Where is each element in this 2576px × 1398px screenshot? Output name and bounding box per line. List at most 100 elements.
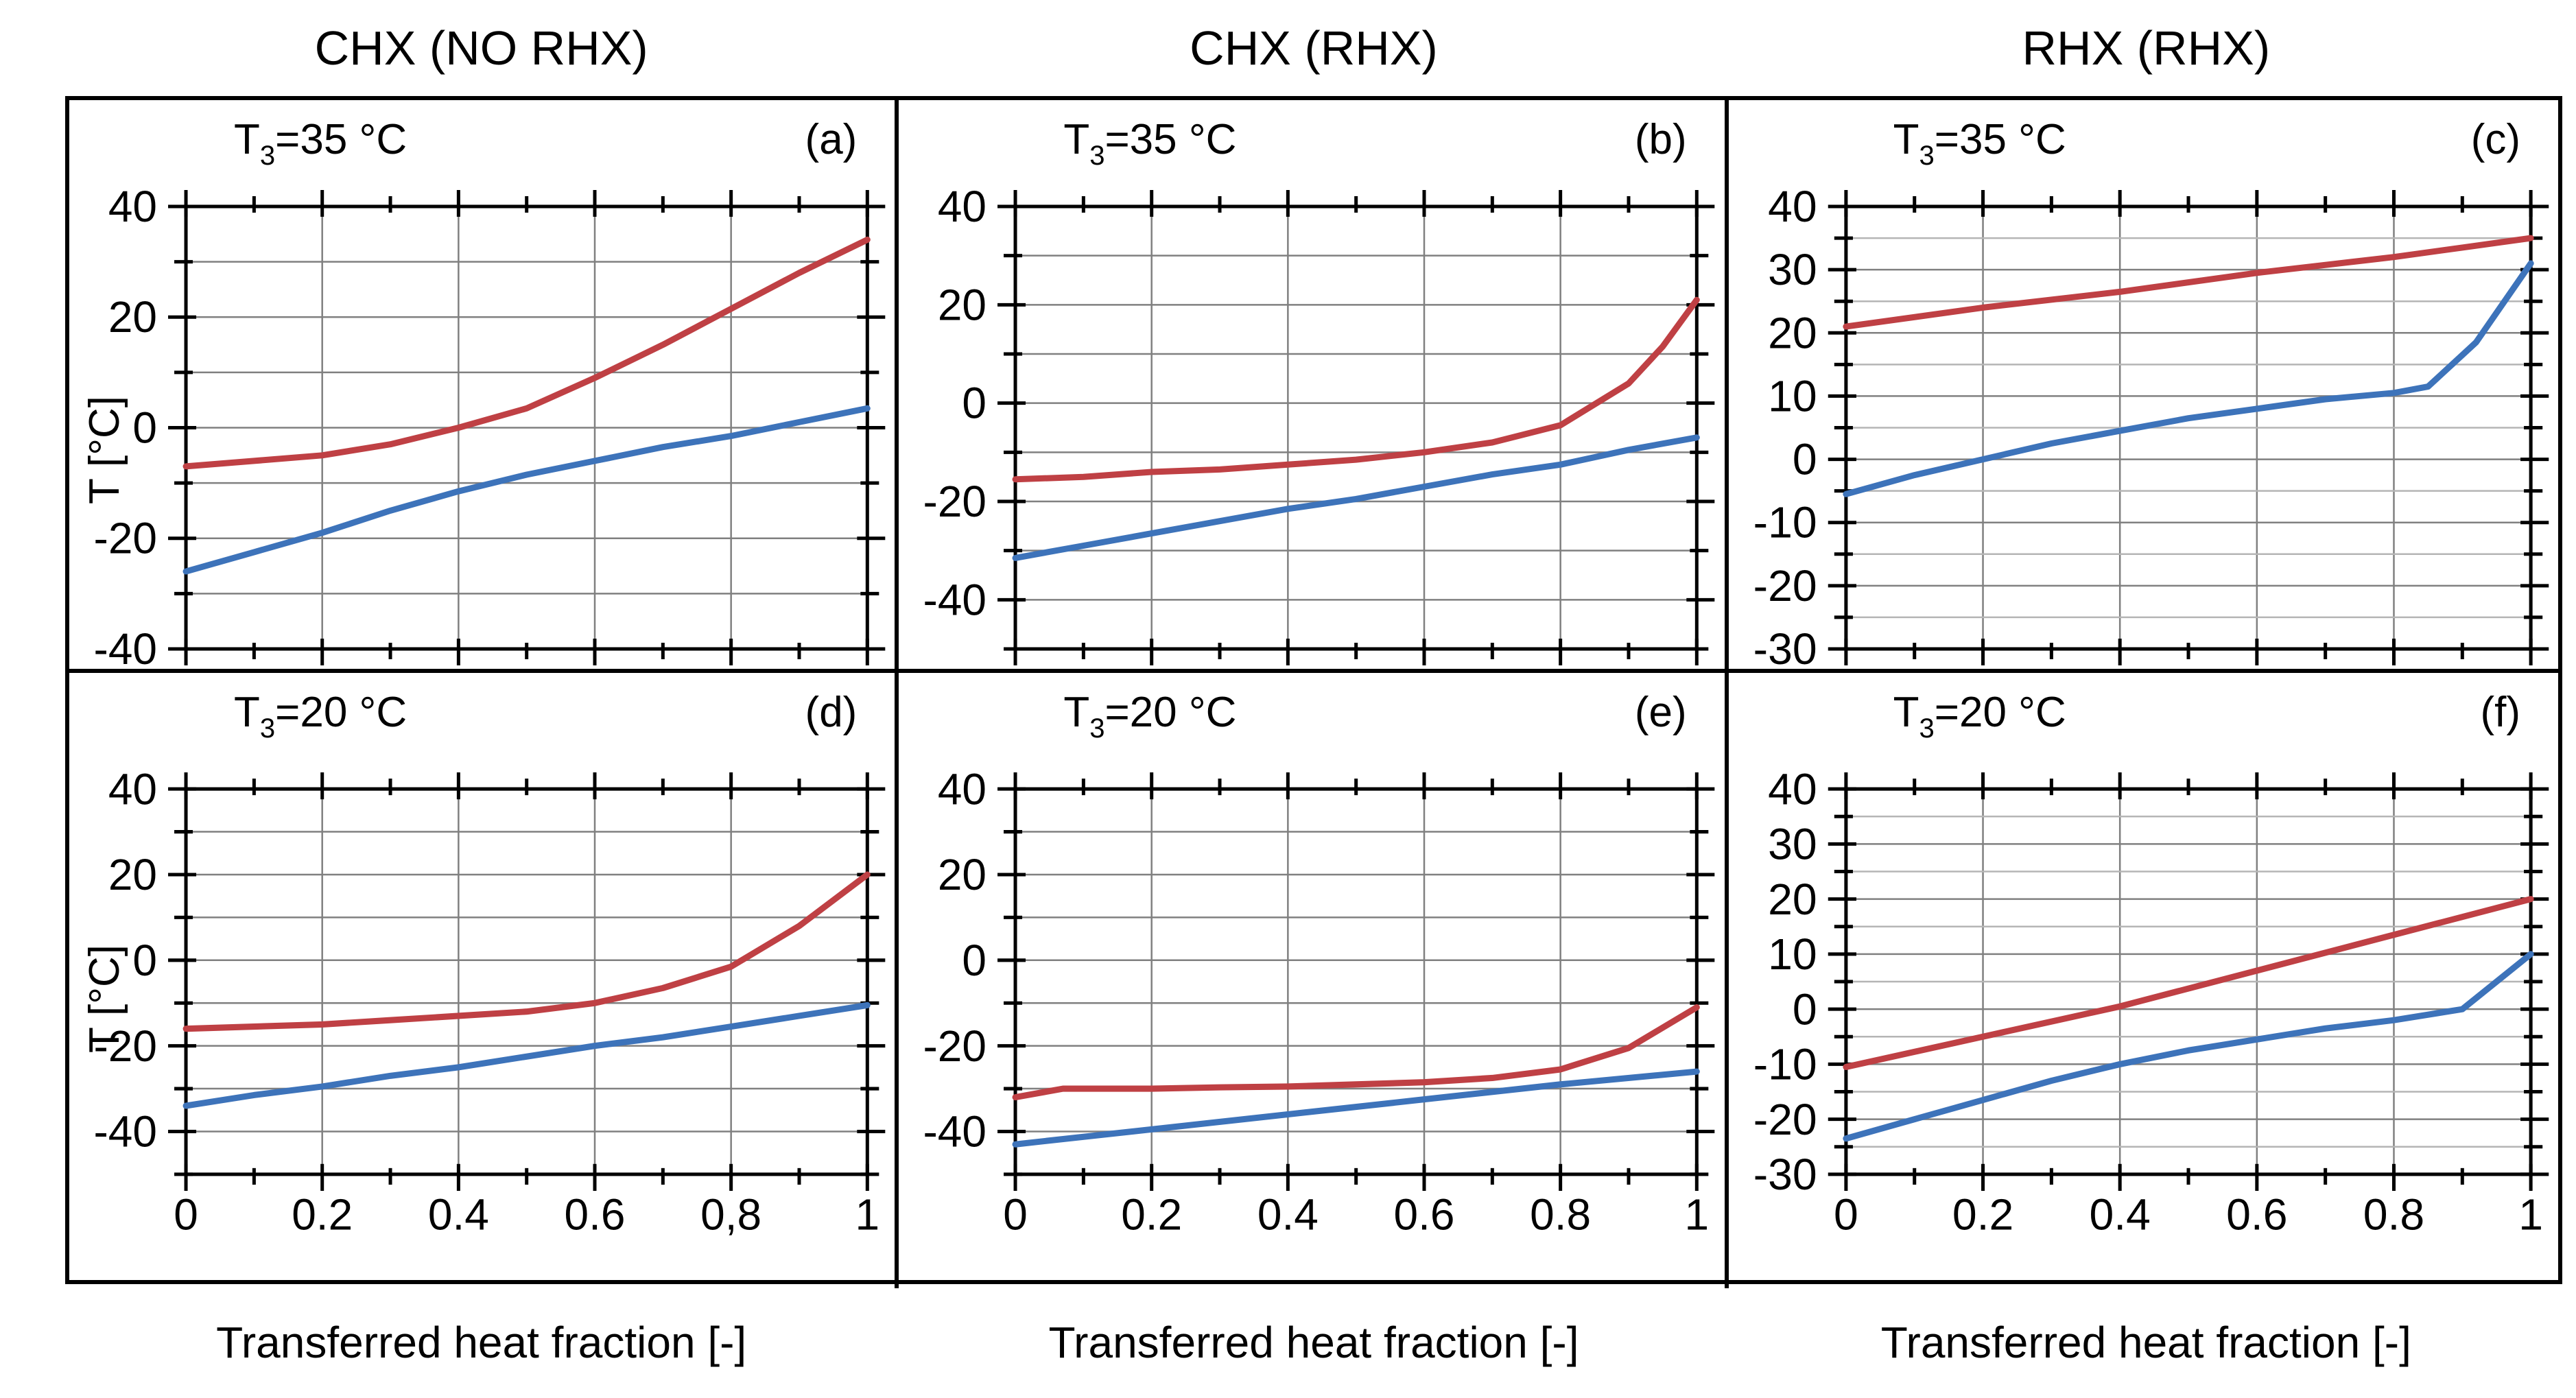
x-tick-label: 0.2: [1952, 1189, 2013, 1239]
y-gridlines: [186, 831, 868, 1133]
x-tick-label: 1: [2518, 1189, 2543, 1239]
x-gridlines: [1150, 206, 1562, 649]
y-tick-label: 40: [108, 764, 157, 814]
subplot-panel-a: 40 20 0 -20 -40 T3=35 °C (a) T [°C]: [69, 100, 899, 673]
x-ticks: [1844, 190, 2533, 665]
y-tick-label: -20: [923, 477, 987, 526]
y-tick-label: 20: [1768, 875, 1817, 924]
subplot-grid: 40 20 0 -20 -40 T3=35 °C (a) T [°C] 40 20 0 -20…: [65, 96, 2562, 1288]
t3-annotation: T3=20 °C: [1063, 689, 1237, 744]
x-tick-label: 0.6: [565, 1189, 626, 1239]
x-tick-label: 0.6: [2226, 1189, 2287, 1239]
y-tick-label: -40: [923, 575, 987, 624]
y-tick-label: -20: [94, 1021, 158, 1071]
y-gridlines: [1845, 237, 2531, 619]
y-tick-label: 0: [962, 379, 987, 428]
column-title-rhx-rhx: RHX (RHX): [2022, 21, 2271, 75]
panel-letter-label: (a): [805, 116, 858, 163]
x-tick-label: 1: [855, 1189, 880, 1239]
t3-annotation: T3=20 °C: [1893, 689, 2066, 744]
x-axis-titles-row: Transferred heat fraction [-] Transferre…: [65, 1305, 2562, 1380]
red-line: [1012, 1004, 1701, 1101]
x-tick-label: 0: [174, 1189, 198, 1239]
y-tick-labels: 40 30 20 10 0 -10 -20 -30: [1753, 182, 1817, 669]
red-line: [1843, 896, 2534, 1070]
y-tick-label: 20: [938, 850, 986, 899]
plot-canvas: 40 20 0 -20 -40: [923, 182, 1715, 665]
x-axis-title-middle: Transferred heat fraction [-]: [1048, 1318, 1579, 1367]
y-tick-label: -30: [1753, 1150, 1817, 1199]
x-tick-labels: 0 0.2 0.4 0.6 0.8 1: [1834, 1189, 2543, 1239]
y-ticks: [997, 204, 1715, 651]
x-tick-label: 0.4: [428, 1189, 489, 1239]
x-tick-label: 1: [1685, 1189, 1710, 1239]
t3-annotation: T3=20 °C: [234, 689, 407, 744]
plot-canvas: 40 20 0 -20 -40: [94, 182, 886, 669]
y-tick-label: 10: [1768, 929, 1817, 979]
panel-letter-label: (f): [2480, 689, 2520, 736]
y-axis-title: T [°C]: [81, 396, 128, 504]
x-tick-label: 0.4: [1257, 1189, 1319, 1239]
red-line: [1843, 235, 2534, 330]
y-tick-label: -30: [1753, 624, 1817, 669]
y-ticks: [168, 204, 886, 651]
y-tick-label: -40: [923, 1106, 987, 1156]
x-tick-label: 0.2: [1122, 1189, 1183, 1239]
x-tick-label: 0.8: [2363, 1189, 2424, 1239]
x-tick-label: 0: [1834, 1189, 1858, 1239]
blue-line: [1012, 1068, 1701, 1148]
blue-line: [182, 405, 871, 575]
y-tick-label: 40: [938, 182, 986, 231]
subplot-panel-c: 40 30 20 10 0 -10 -20 -30 T3=35 °C (c): [1728, 100, 2558, 673]
blue-line: [182, 1002, 871, 1109]
plot-frame: [1013, 787, 1699, 1176]
x-axis-title-left: Transferred heat fraction [-]: [216, 1318, 747, 1367]
plot-frame: [184, 787, 869, 1176]
y-tick-label: -20: [923, 1021, 987, 1071]
y-ticks: [168, 787, 886, 1176]
plot-canvas: 40 20 0 -20 -40 0 0.2 0.4 0.6 0,8 1: [94, 764, 886, 1239]
panel-letter-label: (c): [2470, 116, 2520, 163]
y-gridlines: [1015, 254, 1697, 601]
y-tick-label: 40: [938, 764, 986, 814]
blue-line: [1843, 951, 2534, 1142]
x-tick-label: 0.6: [1394, 1189, 1455, 1239]
y-tick-labels: 40 20 0 -20 -40: [94, 182, 158, 669]
x-gridlines: [321, 789, 732, 1174]
y-tick-label: 20: [108, 850, 157, 899]
y-tick-label: 30: [1768, 245, 1817, 294]
y-tick-labels: 40 20 0 -20 -40: [923, 182, 987, 624]
x-tick-label: 0.8: [1530, 1189, 1591, 1239]
y-tick-label: -20: [94, 514, 158, 563]
y-ticks: [1828, 204, 2549, 651]
y-gridlines: [1845, 815, 2531, 1148]
panel-letter-label: (b): [1634, 116, 1687, 163]
x-tick-label: 0: [1004, 1189, 1028, 1239]
y-tick-labels: 40 20 0 -20 -40: [94, 764, 158, 1157]
t3-annotation: T3=35 °C: [1063, 116, 1237, 171]
panel-letter-label: (d): [805, 689, 858, 736]
x-ticks: [1013, 772, 1699, 1192]
y-tick-label: -20: [1753, 1095, 1817, 1144]
subplot-panel-b: 40 20 0 -20 -40 T3=35 °C (b): [899, 100, 1729, 673]
y-tick-label: 20: [1768, 308, 1817, 357]
plot-canvas: 40 30 20 10 0 -10 -20 -30: [1753, 182, 2549, 669]
y-tick-label: -40: [94, 624, 158, 669]
y-tick-label: 0: [962, 936, 987, 985]
y-tick-label: 0: [132, 403, 157, 453]
x-tick-labels: 0 0.2 0.4 0.6 0,8 1: [174, 1189, 879, 1239]
y-tick-label: 20: [108, 292, 157, 342]
blue-line: [1012, 434, 1701, 561]
y-tick-label: 40: [1768, 182, 1817, 231]
plot-frame: [1013, 204, 1699, 651]
y-axis-title: T [°C]: [81, 945, 128, 1053]
y-tick-label: 40: [1768, 764, 1817, 814]
y-tick-label: 0: [1793, 984, 1817, 1034]
y-tick-label: 0: [1793, 435, 1817, 484]
y-tick-labels: 40 20 0 -20 -40: [923, 764, 987, 1157]
x-tick-label: 0,8: [700, 1189, 761, 1239]
x-ticks: [1844, 772, 2533, 1192]
blue-line: [1843, 260, 2534, 497]
x-tick-label: 0.4: [2089, 1189, 2150, 1239]
